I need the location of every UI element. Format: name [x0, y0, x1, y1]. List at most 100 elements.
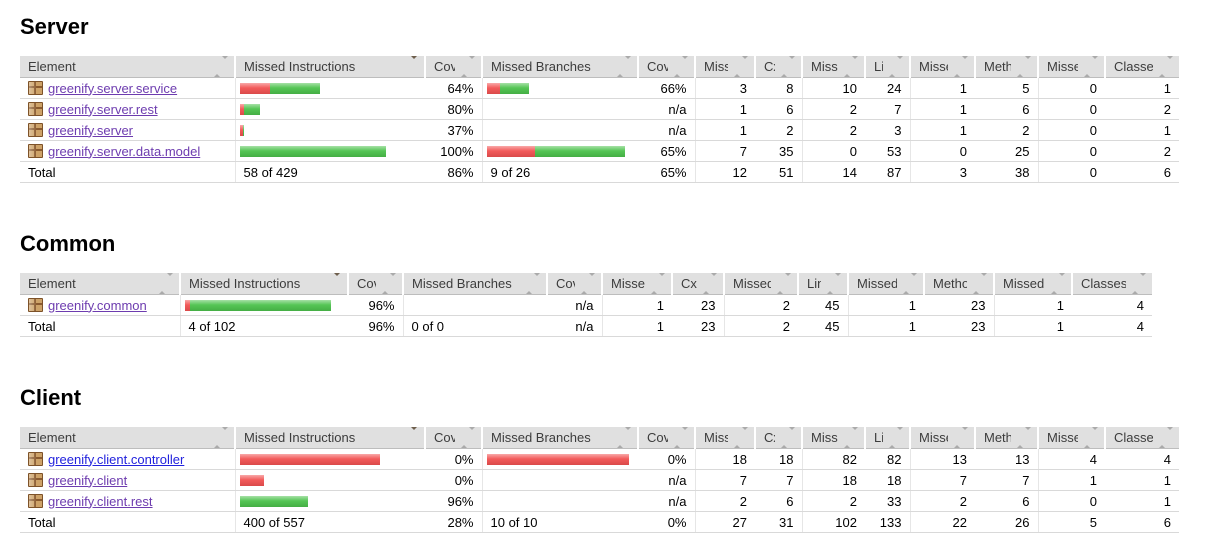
lines-cell: 82	[865, 448, 910, 470]
missed-bar-segment	[239, 103, 244, 115]
column-header-element-0[interactable]: Element	[20, 56, 235, 78]
package-link[interactable]: greenify.client.rest	[48, 493, 153, 509]
total-label-cell: Total	[20, 161, 235, 183]
column-header-content: Lines	[874, 56, 904, 77]
package-link[interactable]: greenify.server.data.model	[48, 143, 201, 159]
column-header-missed-branches-3[interactable]: Missed Branches	[481, 56, 638, 78]
instruction-coverage-cell: 96%	[425, 490, 482, 512]
column-header-label: Missed	[919, 430, 948, 445]
column-header-lines-8[interactable]: Lines	[797, 273, 848, 295]
column-header-missed-7[interactable]: Missed	[801, 56, 865, 78]
table-row: greenify.client.rest 96% n/a 2 6 2 33 2 6 0 1	[20, 490, 1179, 512]
column-header-lines-8[interactable]: Lines	[864, 56, 910, 78]
column-header-methods-10[interactable]: Methods	[974, 56, 1038, 78]
package-icon	[28, 298, 43, 312]
column-header-cxty-6[interactable]: Cxty	[671, 273, 724, 295]
package-link[interactable]: greenify.common	[48, 297, 147, 313]
column-header-content: Cxty	[764, 427, 796, 448]
column-header-classes-12[interactable]: Classes	[1104, 56, 1179, 78]
element-cell-content: greenify.server	[28, 123, 227, 138]
total-cxty-cell: 23	[672, 315, 724, 337]
column-header-cov--4[interactable]: Cov.	[637, 56, 695, 78]
missed-methods-cell: 1	[909, 98, 975, 120]
column-header-missed-instructions-1[interactable]: Missed Instructions	[179, 273, 348, 295]
column-header-missed-instructions-1[interactable]: Missed Instructions	[234, 56, 425, 78]
sort-toggle-icon	[972, 273, 988, 294]
cxty-cell: 7	[755, 469, 802, 491]
sort-toggle-icon	[673, 427, 689, 448]
column-header-cov--4[interactable]: Cov.	[546, 273, 602, 295]
column-header-label: Lines	[874, 430, 883, 445]
sort-toggle-icon	[888, 56, 904, 77]
table-row: greenify.server 37% n/a 1 2 2 3 1 2 0 1	[20, 119, 1179, 141]
element-cell: greenify.client	[20, 469, 235, 491]
column-header-missed-7[interactable]: Missed	[801, 427, 865, 449]
total-missed-methods-cell: 1	[847, 315, 924, 337]
column-header-content: Element	[28, 273, 174, 294]
column-header-cov--2[interactable]: Cov.	[424, 427, 482, 449]
missed-cxty-cell: 7	[694, 469, 755, 491]
column-header-lines-8[interactable]: Lines	[864, 427, 910, 449]
column-header-element-0[interactable]: Element	[20, 273, 180, 295]
total-row: Total 400 of 557 28% 10 of 10 0% 27 31 102 133 22…	[20, 511, 1179, 533]
column-header-missed-branches-3[interactable]: Missed Branches	[402, 273, 547, 295]
column-header-cov--4[interactable]: Cov.	[637, 427, 695, 449]
column-header-element-0[interactable]: Element	[20, 427, 235, 449]
sort-toggle-icon	[843, 56, 859, 77]
column-header-missed-5[interactable]: Missed	[694, 427, 755, 449]
column-header-content: Missed Instructions	[189, 273, 342, 291]
column-header-content: Missed	[733, 273, 792, 294]
missed-instructions-bar-cell	[234, 490, 425, 512]
sort-toggle-icon	[843, 427, 859, 448]
package-link[interactable]: greenify.server	[48, 122, 134, 138]
package-link[interactable]: greenify.client.controller	[48, 451, 185, 467]
column-header-label: Methods	[984, 59, 1011, 74]
column-header-cov--2[interactable]: Cov.	[424, 56, 482, 78]
header-row: Element Missed Instructions Cov. Missed Bra…	[20, 273, 1152, 295]
element-cell: greenify.client.rest	[20, 490, 235, 512]
column-header-missed-11[interactable]: Missed	[1037, 56, 1105, 78]
package-link[interactable]: greenify.client	[48, 472, 128, 488]
sort-toggle-icon	[733, 56, 749, 77]
column-header-label: Missed	[811, 59, 838, 74]
column-header-missed-11[interactable]: Missed	[1037, 427, 1105, 449]
total-missed-classes-cell: 0	[1037, 161, 1105, 183]
total-lines-cell: 133	[865, 511, 910, 533]
missed-methods-cell: 1	[909, 119, 975, 141]
total-missed-cxty-cell: 12	[694, 161, 755, 183]
column-header-content: Element	[28, 56, 229, 77]
column-header-missed-instructions-1[interactable]: Missed Instructions	[234, 427, 425, 449]
missed-instructions-bar-cell	[234, 469, 425, 491]
column-header-label: Missed	[811, 430, 838, 445]
sort-toggle-icon	[525, 273, 541, 294]
column-header-missed-5[interactable]: Missed	[601, 273, 672, 295]
missed-classes-cell: 0	[1037, 140, 1105, 162]
column-header-label: Cov.	[434, 430, 455, 445]
sort-toggle-icon	[953, 427, 969, 448]
column-header-classes-12[interactable]: Classes	[1104, 427, 1179, 449]
column-header-missed-9[interactable]: Missed	[909, 56, 975, 78]
package-link[interactable]: greenify.server.rest	[48, 101, 158, 117]
package-link[interactable]: greenify.server.service	[48, 80, 178, 96]
column-header-methods-10[interactable]: Methods	[923, 273, 994, 295]
column-header-missed-5[interactable]: Missed	[694, 56, 755, 78]
column-header-methods-10[interactable]: Methods	[974, 427, 1038, 449]
column-header-missed-9[interactable]: Missed	[909, 427, 975, 449]
covered-bar-segment	[499, 82, 529, 94]
column-header-missed-7[interactable]: Missed	[723, 273, 798, 295]
methods-cell: 6	[975, 490, 1038, 512]
column-header-classes-12[interactable]: Classes	[1071, 273, 1152, 295]
missed-cxty-cell: 1	[694, 119, 755, 141]
branch-coverage-cell: 66%	[638, 77, 695, 99]
column-header-missed-branches-3[interactable]: Missed Branches	[481, 427, 638, 449]
column-header-cov--2[interactable]: Cov.	[347, 273, 403, 295]
element-cell: greenify.common	[20, 294, 180, 316]
column-header-label: Missed	[1047, 430, 1078, 445]
column-header-cxty-6[interactable]: Cxty	[754, 427, 802, 449]
total-missed-lines-cell: 14	[801, 161, 865, 183]
column-header-cxty-6[interactable]: Cxty	[754, 56, 802, 78]
missed-cxty-cell: 1	[601, 294, 672, 316]
sort-toggle-icon	[1083, 427, 1099, 448]
column-header-missed-11[interactable]: Missed	[993, 273, 1072, 295]
column-header-missed-9[interactable]: Missed	[847, 273, 924, 295]
